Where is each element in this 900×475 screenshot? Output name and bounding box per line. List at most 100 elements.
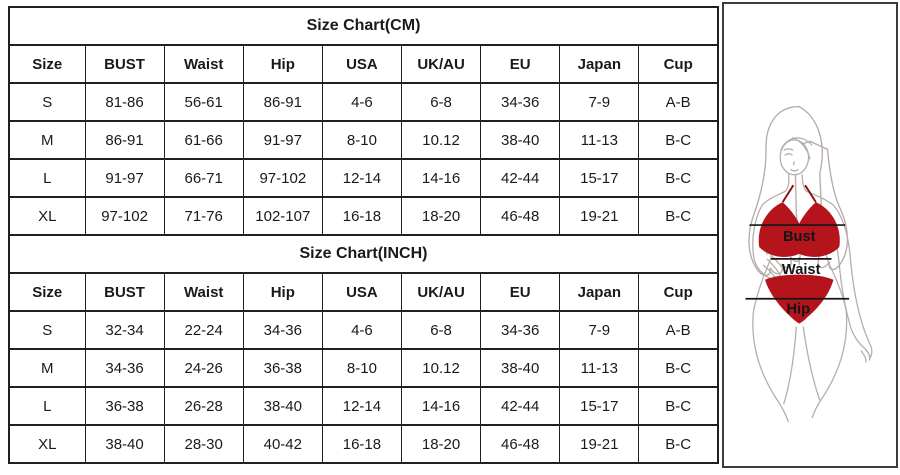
- leg-left-inner-line: [783, 326, 797, 405]
- value-cell: 32-34: [84, 310, 165, 350]
- value-cell: 97-102: [242, 158, 323, 198]
- value-cell: 18-20: [400, 424, 482, 464]
- eye-line: [784, 153, 793, 156]
- table-row: L 36-38 26-28 38-40 12-14 14-16 42-44 15-17 B-C: [8, 386, 719, 426]
- value-cell: 38-40: [480, 348, 561, 388]
- value-cell: 26-28: [163, 386, 244, 426]
- table-title: Size Chart(CM): [8, 6, 719, 46]
- column-header: Size: [8, 44, 86, 84]
- value-cell: 42-44: [480, 158, 561, 198]
- waist-label: Waist: [782, 262, 821, 278]
- size-cell: L: [8, 158, 86, 198]
- table-row: S 32-34 22-24 34-36 4-6 6-8 34-36 7-9 A-B: [8, 310, 719, 350]
- measurement-lines: [745, 224, 850, 300]
- size-cell: M: [8, 120, 86, 160]
- column-header: BUST: [84, 272, 165, 312]
- table-row: XL 97-102 71-76 102-107 16-18 18-20 46-48 19-21…: [8, 196, 719, 236]
- value-cell: 34-36: [480, 82, 561, 122]
- value-cell: B-C: [638, 424, 719, 464]
- value-cell: A-B: [638, 82, 719, 122]
- neck-left-line: [785, 174, 790, 192]
- face-outline: [779, 139, 810, 176]
- hand-left-finger-line: [766, 258, 782, 278]
- value-cell: 16-18: [321, 424, 403, 464]
- hand-right-finger-line: [860, 350, 867, 363]
- value-cell: 56-61: [163, 82, 244, 122]
- column-header: UK/AU: [400, 272, 482, 312]
- table-row: S 81-86 56-61 86-91 4-6 6-8 34-36 7-9 A-B: [8, 82, 719, 122]
- measurement-guide-panel: Bust Waist Hip: [722, 2, 898, 468]
- value-cell: 7-9: [559, 82, 640, 122]
- table-title-row: Size Chart(CM): [8, 6, 719, 46]
- value-cell: 14-16: [400, 158, 482, 198]
- column-header: Waist: [163, 272, 244, 312]
- hip-label: Hip: [786, 302, 810, 318]
- size-chart-inch-table: Size Chart(INCH) Size BUST Waist Hip USA UK/AU…: [8, 234, 719, 464]
- value-cell: 6-8: [400, 82, 482, 122]
- column-header: BUST: [84, 44, 165, 84]
- value-cell: 91-97: [84, 158, 165, 198]
- value-cell: 102-107: [242, 196, 323, 236]
- column-header: Hip: [242, 44, 323, 84]
- value-cell: 34-36: [84, 348, 165, 388]
- hand-left-finger-line: [770, 254, 786, 274]
- value-cell: A-B: [638, 310, 719, 350]
- strap-left-line: [781, 184, 795, 203]
- column-header: Waist: [163, 44, 244, 84]
- value-cell: 86-91: [242, 82, 323, 122]
- value-cell: 4-6: [321, 82, 403, 122]
- value-cell: 11-13: [559, 120, 640, 160]
- value-cell: 34-36: [242, 310, 323, 350]
- value-cell: 4-6: [321, 310, 403, 350]
- bikini-straps: [781, 184, 817, 203]
- arm-left-outer-line: [752, 204, 776, 282]
- value-cell: 36-38: [84, 386, 165, 426]
- leg-left-outer-line: [752, 312, 790, 423]
- body-measurement-illustration: Bust Waist Hip: [745, 105, 873, 423]
- hair-sweep-line: [792, 136, 811, 160]
- value-cell: 91-97: [242, 120, 323, 160]
- value-cell: 36-38: [242, 348, 323, 388]
- value-cell: 38-40: [480, 120, 561, 160]
- bikini-top-left-cup: [758, 202, 803, 257]
- column-header: Cup: [638, 44, 719, 84]
- value-cell: 38-40: [242, 386, 323, 426]
- value-cell: 97-102: [84, 196, 165, 236]
- value-cell: B-C: [638, 120, 719, 160]
- value-cell: 15-17: [559, 386, 640, 426]
- column-header: Hip: [242, 272, 323, 312]
- hand-right-line: [850, 328, 866, 350]
- table-row: M 34-36 24-26 36-38 8-10 10.12 38-40 11-13 B-C: [8, 348, 719, 388]
- hip-left-line: [752, 260, 771, 313]
- table-row: XL 38-40 28-30 40-42 16-18 18-20 46-48 19-21 B-C: [8, 424, 719, 464]
- column-header: UK/AU: [400, 44, 482, 84]
- table-header-row: Size BUST Waist Hip USA UK/AU EU Japan Cup: [8, 272, 719, 312]
- column-header: EU: [480, 272, 561, 312]
- strap-right-line: [804, 184, 817, 203]
- size-cell: XL: [8, 196, 86, 236]
- value-cell: 86-91: [84, 120, 165, 160]
- column-header: Japan: [559, 272, 640, 312]
- value-cell: 28-30: [163, 424, 244, 464]
- arm-right-outer-line: [832, 204, 871, 344]
- nose-line: [792, 161, 795, 166]
- value-cell: 34-36: [480, 310, 561, 350]
- table-row: M 86-91 61-66 91-97 8-10 10.12 38-40 11-13 B-C: [8, 120, 719, 160]
- eyebrow-line: [783, 148, 794, 151]
- value-cell: 16-18: [321, 196, 403, 236]
- leg-right-inner-line: [802, 326, 821, 401]
- value-cell: 8-10: [321, 348, 403, 388]
- value-cell: 40-42: [242, 424, 323, 464]
- value-cell: 22-24: [163, 310, 244, 350]
- value-cell: 14-16: [400, 386, 482, 426]
- value-cell: 46-48: [480, 424, 561, 464]
- column-header: Size: [8, 272, 86, 312]
- value-cell: 18-20: [400, 196, 482, 236]
- column-header: Cup: [638, 272, 719, 312]
- value-cell: 61-66: [163, 120, 244, 160]
- size-cell: M: [8, 348, 86, 388]
- value-cell: 71-76: [163, 196, 244, 236]
- value-cell: 12-14: [321, 386, 403, 426]
- value-cell: 24-26: [163, 348, 244, 388]
- mouth-line: [790, 168, 799, 172]
